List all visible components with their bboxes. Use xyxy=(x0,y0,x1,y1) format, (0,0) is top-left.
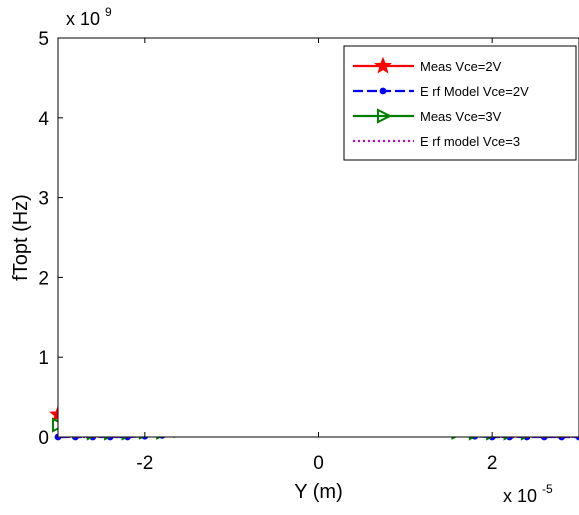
x-scale-exponent: x 10 -5 xyxy=(503,482,553,506)
legend-entry-label: E rf model Vce=3 xyxy=(420,134,520,149)
data-point-triangle xyxy=(377,108,393,124)
y-tick-label: 2 xyxy=(38,268,49,289)
y-tick-label: 3 xyxy=(38,189,49,210)
y-scale-exponent: x 10 9 xyxy=(66,5,112,29)
x-scale-exponent-power: -5 xyxy=(542,482,553,496)
y-tick-label: 0 xyxy=(38,428,49,449)
legend-entry-label: Meas Vce=3V xyxy=(420,109,502,124)
legend: Meas Vce=2V E rf Model Vce=2V Meas Vce=3V E… xyxy=(343,45,577,161)
x-tick-label: 0 xyxy=(313,453,324,474)
legend-entry-label: Meas Vce=2V xyxy=(420,59,502,74)
data-point-star xyxy=(374,56,392,74)
y-tick-label: 5 xyxy=(38,29,49,50)
x-axis-title: Y (m) xyxy=(294,481,343,503)
x-tick-label: 2 xyxy=(487,453,498,474)
y-scale-exponent-power: 9 xyxy=(105,5,112,19)
x-tick-label: -2 xyxy=(136,453,153,474)
data-point-dot xyxy=(379,87,387,95)
legend-entry-label: E rf Model Vce=2V xyxy=(420,84,529,99)
y-tick-label: 1 xyxy=(38,348,49,369)
y-axis-title: fTopt (Hz) xyxy=(10,194,32,281)
y-tick-label: 4 xyxy=(38,109,49,130)
